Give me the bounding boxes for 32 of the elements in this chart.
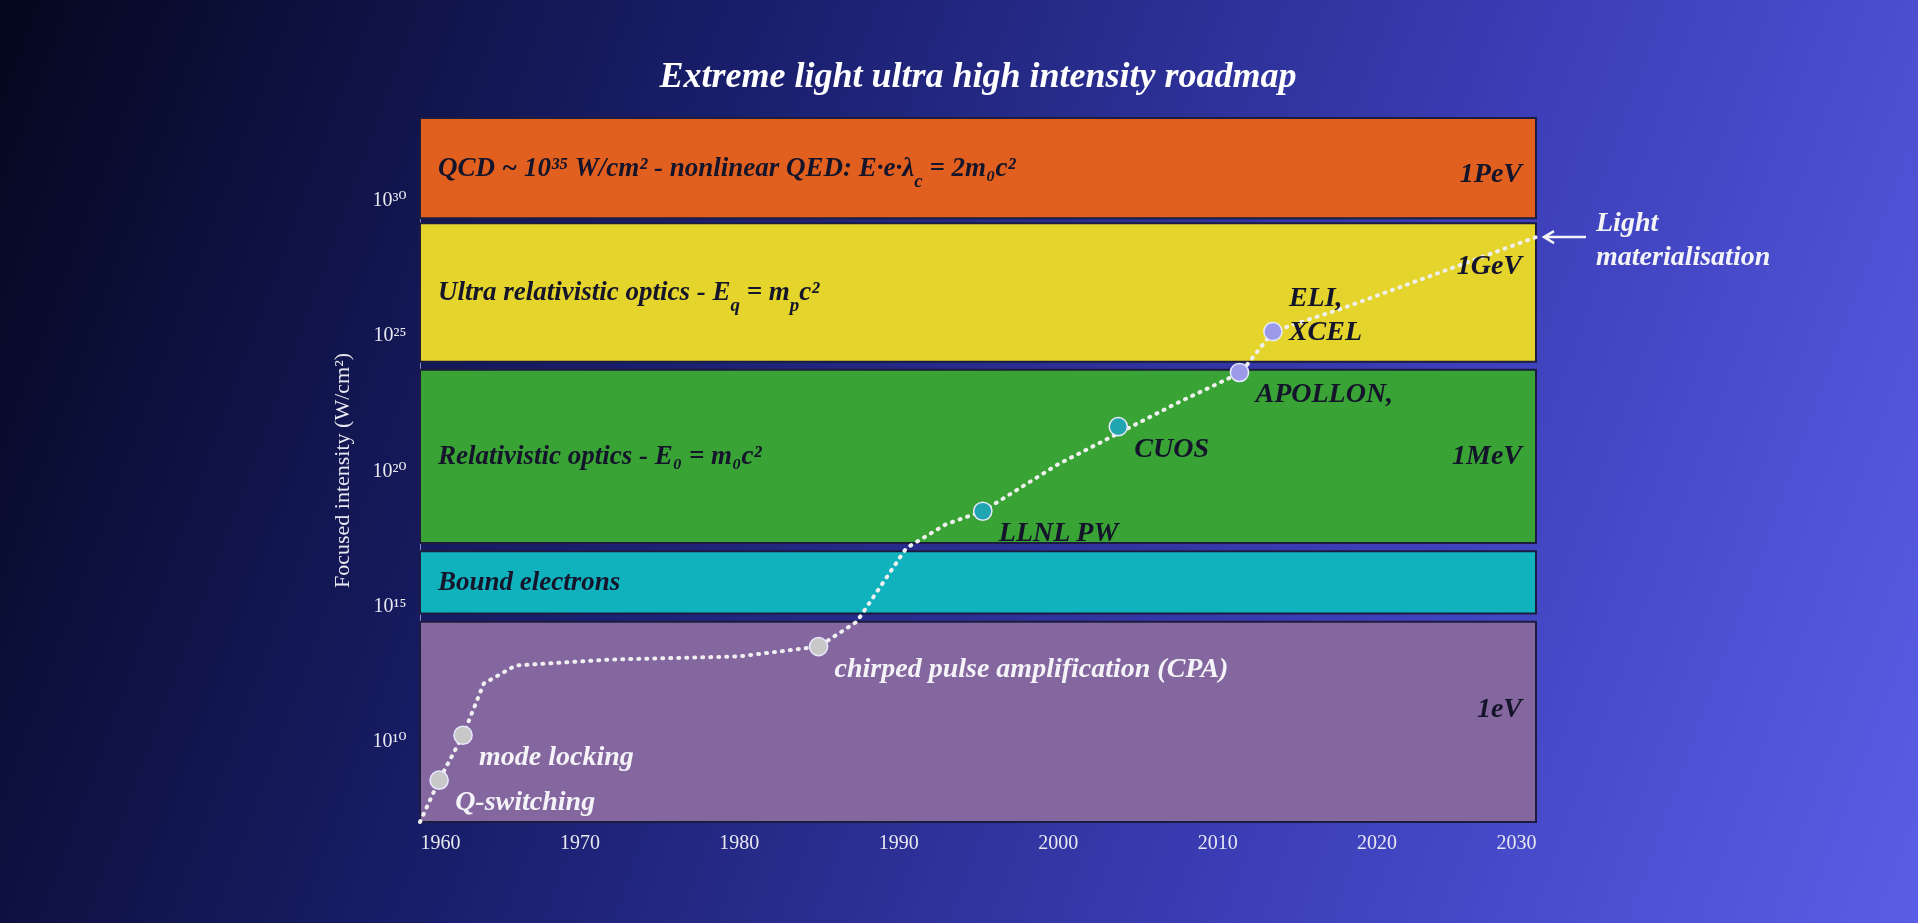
annotation: APOLLON, bbox=[1253, 377, 1394, 409]
x-tick-label: 2020 bbox=[1357, 830, 1398, 853]
annotation: 1GeV bbox=[1456, 248, 1525, 280]
annotation: LLNL PW bbox=[997, 516, 1121, 548]
x-tick-label: 1960 bbox=[420, 830, 461, 853]
annotation: Light materialisation bbox=[1595, 206, 1771, 272]
y-tick-label: 10¹⁰ bbox=[372, 729, 407, 752]
x-tick-label: 2030 bbox=[1496, 830, 1537, 853]
y-axis-title: Focused intensity (W/cm²) bbox=[329, 352, 355, 589]
line-series bbox=[418, 235, 1538, 824]
annotation: ELI, XCEL bbox=[1287, 280, 1363, 346]
x-tick-label: 2000 bbox=[1038, 830, 1079, 853]
annotation: CUOS bbox=[1134, 431, 1209, 463]
y-tick-label: 10²⁵ bbox=[373, 323, 407, 346]
band-label: Relativistic optics - E₀ = m₀c² bbox=[437, 440, 763, 471]
band-label: QCD ~ 10³⁵ W/cm² - nonlinear QED: E·e·λ$_{c}$ = 2m₀c² bbox=[438, 152, 1017, 191]
x-tick-label: 2010 bbox=[1197, 830, 1238, 853]
y-tick-label: 10¹⁵ bbox=[373, 593, 407, 616]
band-label: Ultra relativistic optics - E$_{q}$ = m$_{p}$c² bbox=[438, 276, 821, 315]
x-tick-label: 1980 bbox=[719, 830, 760, 853]
y-tick-label: 10³⁰ bbox=[372, 187, 407, 210]
annotation: 1MeV bbox=[1452, 438, 1525, 470]
annotation: 1eV bbox=[1476, 692, 1525, 724]
annotation: chirped pulse amplification (CPA) bbox=[834, 651, 1229, 683]
x-tick-label: 1970 bbox=[559, 830, 600, 853]
chart-title: Extreme light ultra high intensity roadmap bbox=[658, 55, 1297, 95]
annotation: mode locking bbox=[479, 740, 634, 772]
x-tick-label: 1990 bbox=[878, 830, 919, 853]
annotation: Q-switching bbox=[455, 785, 596, 817]
y-tick-label: 10²⁰ bbox=[372, 458, 407, 481]
band-label: Bound electrons bbox=[437, 566, 621, 597]
annotation: 1PeV bbox=[1459, 157, 1525, 189]
